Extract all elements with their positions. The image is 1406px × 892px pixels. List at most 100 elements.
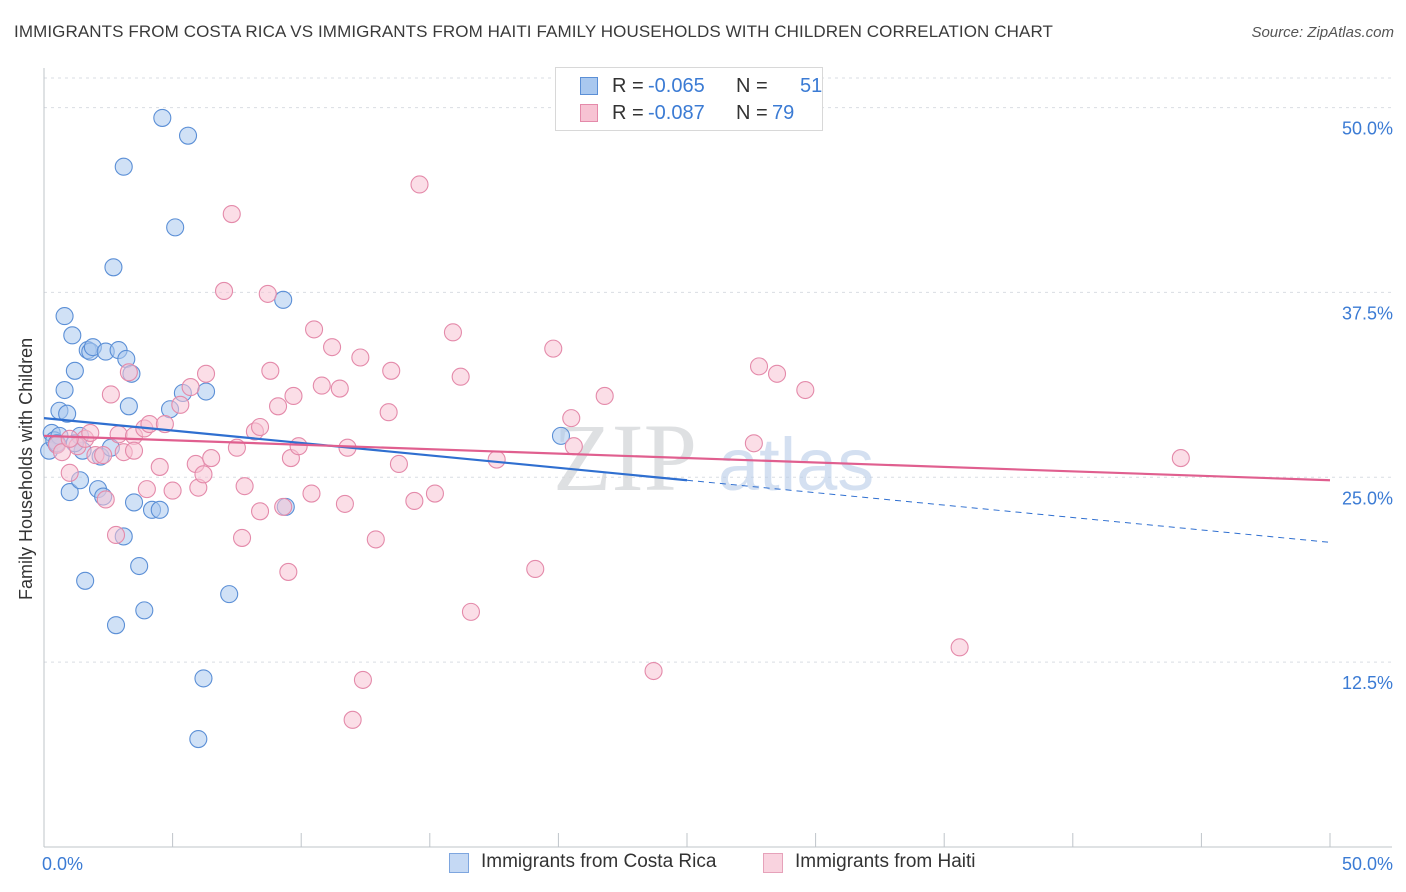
watermark: ZIP atlas [553, 404, 874, 511]
point-costa-rica [196, 382, 216, 401]
point-haiti [235, 477, 254, 496]
point-haiti [94, 446, 113, 465]
point-haiti [106, 525, 126, 545]
bottom-legend-swatch-costa-rica [449, 853, 469, 873]
legend-r-value: -0.065 [648, 75, 705, 97]
point-costa-rica [153, 108, 172, 127]
trend-lines [43, 417, 1331, 543]
point-costa-rica [178, 126, 198, 145]
point-costa-rica [104, 258, 123, 277]
source-label: Source: ZipAtlas.com [1251, 24, 1394, 41]
point-haiti [410, 175, 429, 194]
point-haiti [389, 454, 408, 474]
legend-n-label: N = [736, 102, 768, 124]
point-haiti [595, 386, 614, 406]
point-costa-rica [106, 616, 126, 635]
point-haiti [60, 463, 79, 482]
point-costa-rica [189, 729, 208, 749]
point-haiti [163, 481, 182, 500]
stats-legend: R = -0.065 N = 51 R = -0.087 N = 79 [555, 67, 823, 131]
point-haiti [214, 281, 234, 301]
legend-n-value: 79 [772, 102, 795, 124]
tick-labels: 12.5% 25.0% 37.5% 50.0% 0.0% 50.0% [42, 119, 1393, 874]
point-haiti [258, 284, 277, 303]
point-costa-rica [65, 361, 84, 380]
point-haiti [181, 378, 200, 397]
trend-line-costa-rica [43, 417, 688, 482]
y-axis-label: Family Households with Children [16, 337, 36, 600]
bottom-legend-label: Immigrants from Costa Rica [481, 851, 717, 872]
legend-swatch-costa-rica [580, 77, 598, 95]
legend-n-label: N = [736, 75, 768, 97]
point-haiti [461, 602, 481, 621]
point-costa-rica [58, 404, 77, 423]
point-haiti [312, 376, 331, 395]
data-points [40, 108, 1190, 749]
point-haiti [749, 357, 769, 376]
point-costa-rica [135, 601, 154, 620]
point-costa-rica [194, 669, 213, 688]
legend-swatch-haiti [580, 104, 598, 122]
point-haiti [425, 484, 444, 503]
point-haiti [526, 559, 545, 579]
point-costa-rica [274, 290, 293, 309]
point-haiti [950, 638, 969, 657]
x-tick-label: 0.0% [42, 854, 83, 874]
point-haiti [744, 434, 763, 453]
point-haiti [562, 409, 581, 428]
point-haiti [124, 441, 144, 460]
point-haiti [451, 367, 470, 386]
point-haiti [366, 530, 385, 549]
point-haiti [137, 480, 156, 499]
y-tick-label: 12.5% [1342, 673, 1393, 693]
point-haiti [644, 661, 663, 681]
point-costa-rica [551, 426, 571, 445]
bottom-legend-label: Immigrants from Haiti [795, 851, 976, 872]
point-haiti [96, 490, 115, 509]
point-haiti [487, 450, 506, 469]
point-costa-rica [130, 556, 149, 576]
point-haiti [1171, 449, 1190, 468]
point-haiti [353, 670, 372, 689]
point-costa-rica [55, 307, 74, 326]
point-haiti [250, 417, 270, 437]
point-haiti [119, 363, 138, 382]
point-costa-rica [55, 380, 74, 400]
point-haiti [796, 380, 815, 400]
point-haiti [150, 457, 169, 476]
y-tick-label: 25.0% [1342, 488, 1393, 508]
point-haiti [274, 497, 293, 516]
legend-r-label: R = [612, 75, 644, 97]
point-haiti [171, 395, 190, 414]
point-haiti [330, 379, 349, 398]
point-costa-rica [60, 483, 79, 502]
point-haiti [343, 710, 362, 729]
point-haiti [109, 425, 128, 444]
point-haiti [382, 361, 401, 380]
y-tick-label: 37.5% [1342, 303, 1393, 323]
point-costa-rica [220, 585, 239, 604]
point-haiti [284, 386, 303, 406]
point-haiti [289, 437, 308, 456]
x-tick-label: 50.0% [1342, 854, 1393, 874]
point-haiti [101, 385, 120, 404]
point-haiti [279, 562, 298, 581]
gridlines [44, 77, 1392, 663]
point-costa-rica [114, 157, 133, 176]
trend-extension-costa-rica [686, 479, 1331, 543]
point-haiti [81, 423, 100, 442]
y-tick-label: 50.0% [1342, 119, 1393, 139]
point-haiti [261, 361, 280, 380]
point-haiti [305, 320, 324, 339]
point-haiti [323, 338, 342, 357]
point-costa-rica [119, 397, 138, 416]
trend-line-haiti [43, 434, 1331, 482]
point-haiti [443, 323, 462, 342]
point-haiti [335, 494, 354, 513]
point-haiti [60, 429, 79, 448]
point-haiti [52, 443, 72, 462]
point-haiti [767, 364, 787, 383]
point-haiti [269, 397, 288, 416]
legend-r-label: R = [612, 102, 644, 124]
